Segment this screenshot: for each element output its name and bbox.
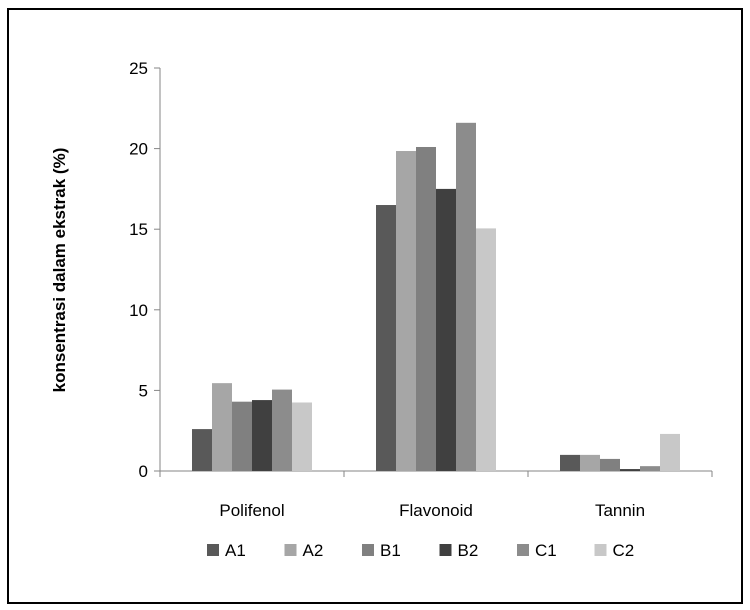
y-tick-label: 5 [139,381,148,400]
y-tick-label: 10 [129,301,148,320]
bar-c1-flavonoid [456,122,476,472]
bar-a2-tannin [580,454,600,471]
y-axis: 0 5 10 15 20 25 [129,59,161,481]
x-tick-label: Tannin [595,501,645,520]
y-tick-label: 15 [129,220,148,239]
bar-a1-flavonoid [376,205,396,471]
bar-c2-polifenol [292,402,312,471]
bar-b2-flavonoid [436,188,456,471]
bar-b2-polifenol [252,400,272,471]
bar-c1-tannin [640,466,660,471]
legend-swatch-a2 [284,544,297,556]
bar-b1-polifenol [232,401,252,471]
y-tick-label: 25 [129,59,148,78]
legend-swatch-b2 [439,544,452,556]
legend-label-c1: C1 [535,541,557,560]
bar-c1-polifenol [272,389,292,471]
bar-b2-tannin [620,469,640,471]
legend-swatch-c2 [594,544,607,556]
legend-label-a1: A1 [225,541,246,560]
bar-c2-flavonoid [476,228,496,471]
bar-b1-tannin [600,458,620,471]
x-axis: Polifenol Flavonoid Tannin [159,470,713,520]
legend: A1 A2 B1 B2 C1 C2 [207,541,634,560]
legend-swatch-b1 [362,544,374,556]
bar-a2-flavonoid [396,151,416,471]
bar-a2-polifenol [212,383,232,471]
x-tick-label: Flavonoid [399,501,473,520]
bar-b1-flavonoid [416,146,436,471]
legend-swatch-a1 [207,544,219,556]
legend-label-b1: B1 [380,541,401,560]
chart-frame [7,8,743,604]
y-axis-title: konsentrasi dalam ekstrak (%) [50,148,69,393]
legend-label-c2: C2 [613,541,635,560]
bar-c2-tannin [660,433,680,471]
legend-label-b2: B2 [458,541,479,560]
y-tick-label: 20 [129,140,148,159]
legend-swatch-c1 [517,544,529,556]
x-tick-label: Polifenol [219,501,284,520]
bar-a1-tannin [560,454,580,471]
y-tick-label: 0 [139,462,148,481]
bar-a1-polifenol [192,429,212,471]
legend-label-a2: A2 [303,541,324,560]
bars [192,122,680,472]
